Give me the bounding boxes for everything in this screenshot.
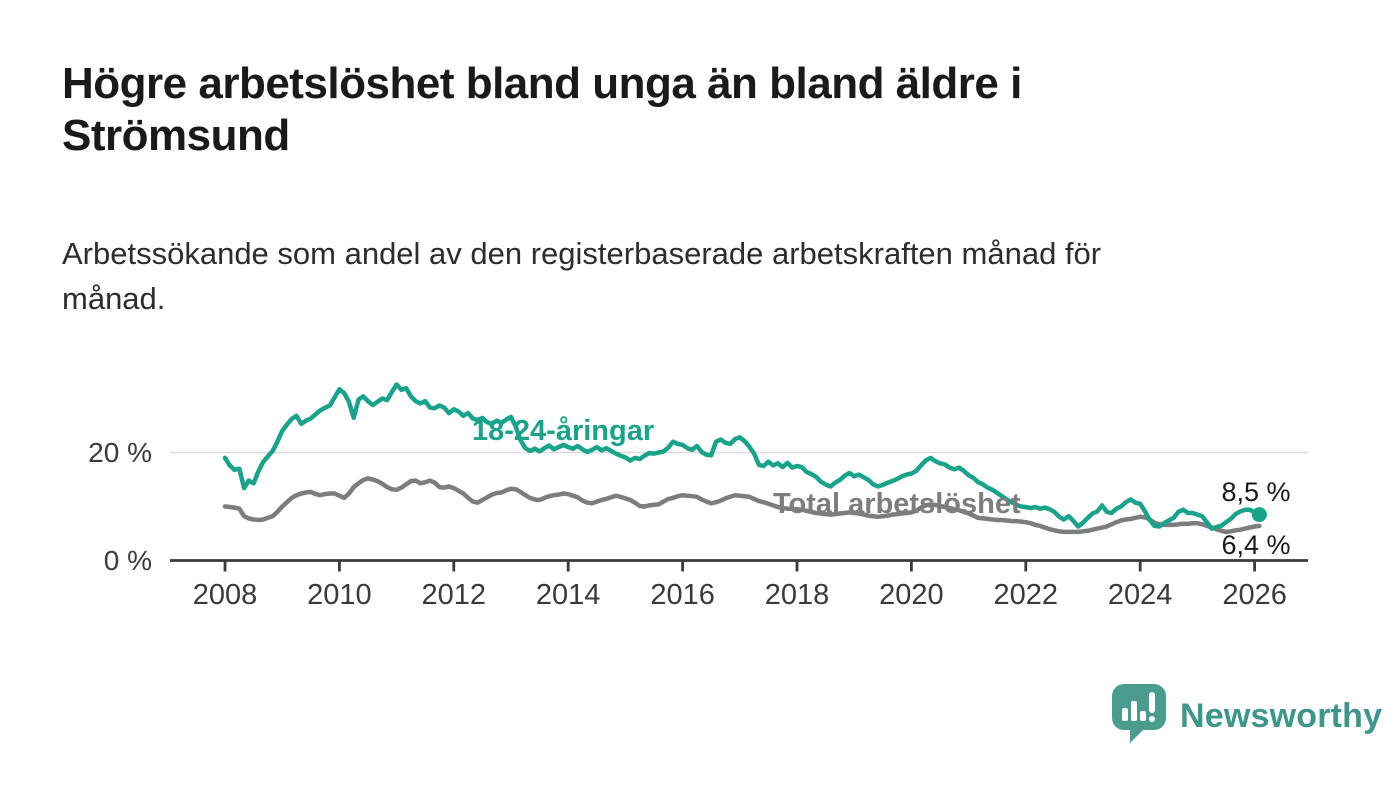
series-line-total: [222, 476, 1262, 535]
series-line-youth: [222, 382, 1262, 531]
series-end-dot-youth: [1251, 507, 1267, 523]
